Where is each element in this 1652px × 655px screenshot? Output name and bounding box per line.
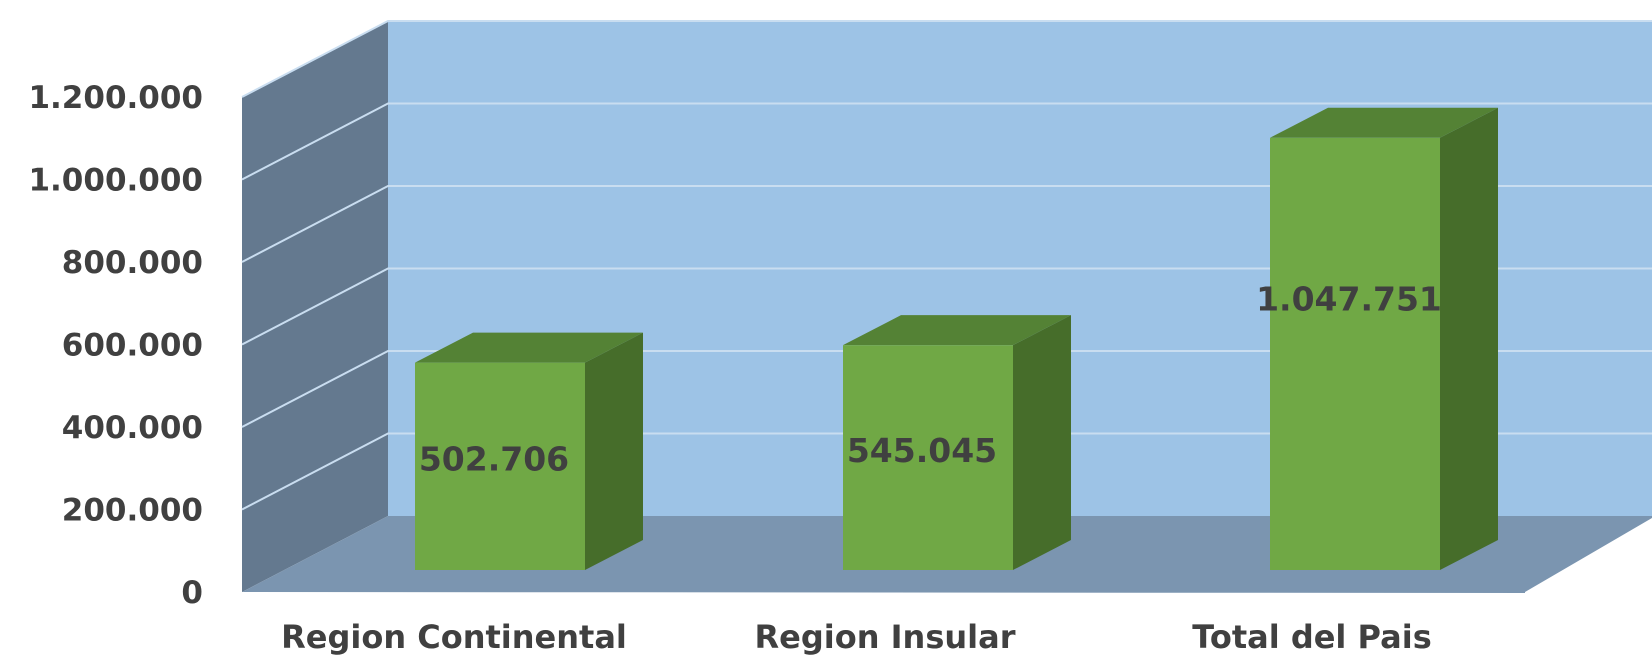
category-label: Region Insular [755,618,1016,655]
gridline [241,102,1652,181]
y-tick-label: 0 [181,575,203,611]
gridline [241,20,1652,98]
y-tick-label: 400.000 [62,410,203,446]
y-tick-label: 200.000 [62,493,203,529]
gridline [241,432,1652,511]
y-tick-label: 1.000.000 [28,163,203,199]
bar-side [1013,315,1071,570]
data-label: 502.706 [419,439,569,478]
bar-front [415,362,585,570]
bar-front [843,345,1013,570]
bar [415,332,643,570]
category-label: Total del Pais [1192,618,1431,655]
bar-side [585,332,643,570]
bar-front [1270,137,1440,570]
bar [843,315,1071,570]
bar-side [1440,107,1498,571]
gridline [241,350,1652,428]
gridline [241,185,1652,263]
data-labels: 502.706 545.045 1.047.751 [419,280,1442,479]
data-label: 1.047.751 [1256,280,1442,319]
y-tick-label: 800.000 [62,245,203,281]
category-labels: Region Continental Region Insular Total de… [281,618,1432,655]
bars [415,107,1498,571]
bar [1270,107,1498,571]
gridlines [241,20,1652,511]
y-tick-label: 1.200.000 [28,80,203,116]
bar-top [415,332,643,363]
y-axis-ticks: 0 200.000 400.000 600.000 800.000 1.000.000 1.… [28,80,203,611]
data-label: 545.045 [847,431,997,470]
bar-top [843,315,1071,346]
category-label: Region Continental [281,618,627,655]
gridline [241,267,1652,346]
bar-top [1270,107,1498,138]
y-tick-label: 600.000 [62,328,203,364]
